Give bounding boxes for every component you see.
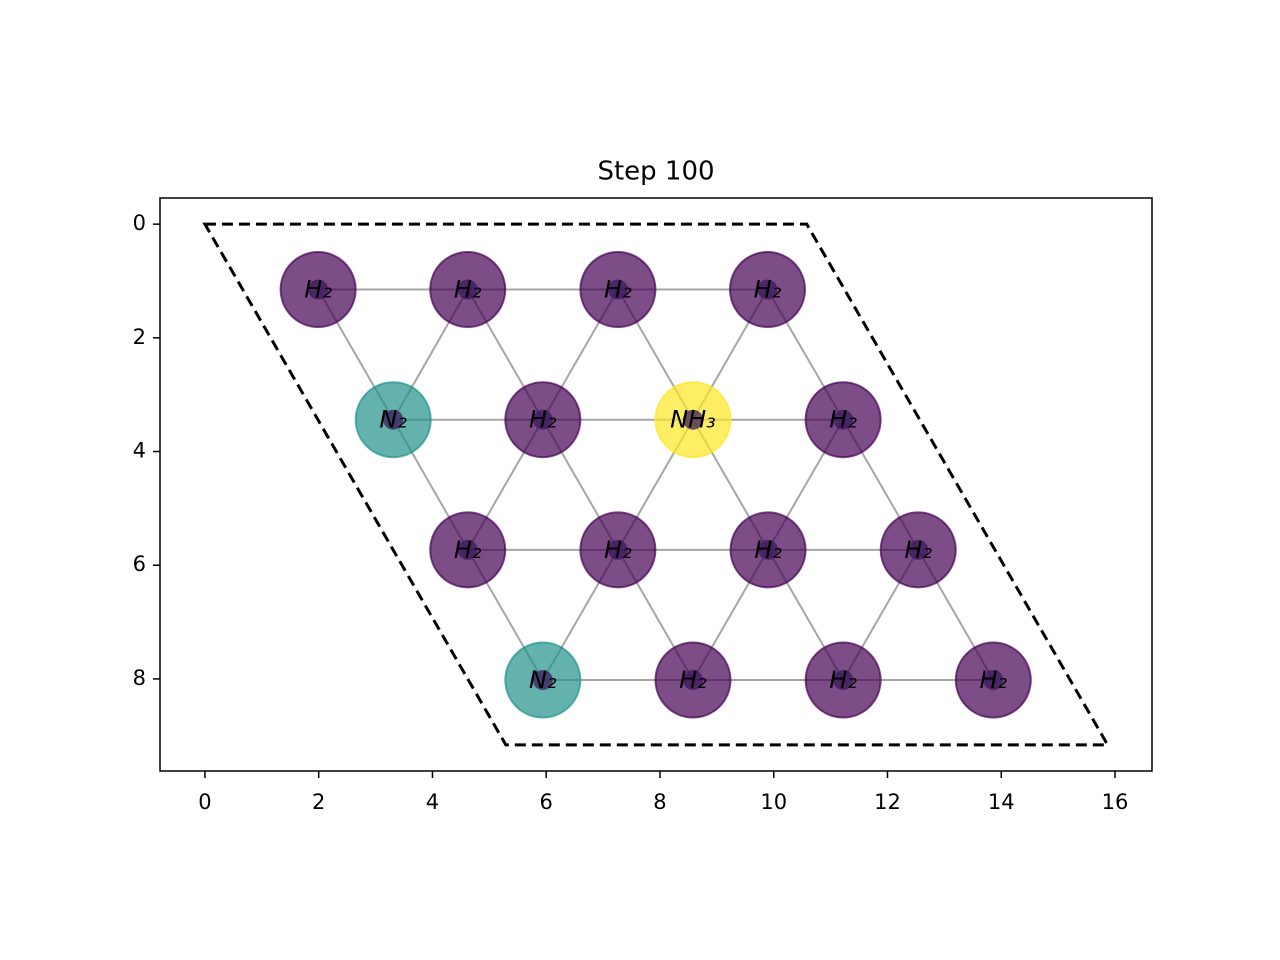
molecule-label: H₂ [304,276,332,304]
molecule-label: N₂ [529,666,557,694]
chart-title: Step 100 [597,157,714,187]
site-dot [758,539,779,560]
y-tick-label: 4 [133,439,146,463]
x-tick-label: 2 [312,790,325,814]
molecule-label: H₂ [754,276,782,304]
molecule-label: H₂ [529,406,557,434]
site-dot [983,670,1004,691]
y-tick-label: 8 [133,666,146,690]
x-tick-label: 8 [653,790,666,814]
molecule-label: H₂ [979,666,1007,694]
molecule-label: H₂ [679,666,707,694]
molecule-label: H₂ [904,536,932,564]
molecule-label: N₂ [379,406,407,434]
x-tick-label: 4 [426,790,439,814]
site-dot [682,409,703,430]
molecule-label: H₂ [604,536,632,564]
molecule-label: H₂ [454,276,482,304]
site-dot [833,409,854,430]
molecule-label: H₂ [829,666,857,694]
x-tick-label: 16 [1102,790,1129,814]
molecule-label: NH₃ [670,406,716,434]
x-tick-label: 12 [874,790,901,814]
site-dot [833,670,854,691]
axes-frame [159,197,1153,772]
site-dot [607,279,628,300]
site-dot [682,670,703,691]
x-tick-label: 6 [540,790,553,814]
x-tick-label: 14 [988,790,1015,814]
molecule-label: H₂ [454,536,482,564]
y-tick-label: 2 [133,325,146,349]
y-tick-label: 0 [133,211,146,235]
site-dot [532,409,553,430]
y-tick-label: 6 [133,552,146,576]
site-dot [757,279,778,300]
site-dot [908,539,929,560]
site-dot [457,539,478,560]
x-tick-label: 0 [198,790,211,814]
site-dot [457,279,478,300]
site-dot [308,279,329,300]
cell-outline [202,222,1111,747]
x-tick-label: 10 [760,790,787,814]
molecule-label: H₂ [829,406,857,434]
site-dot [532,670,553,691]
molecule-label: H₂ [754,536,782,564]
molecule-label: H₂ [604,276,632,304]
site-dot [383,409,404,430]
site-dot [607,539,628,560]
